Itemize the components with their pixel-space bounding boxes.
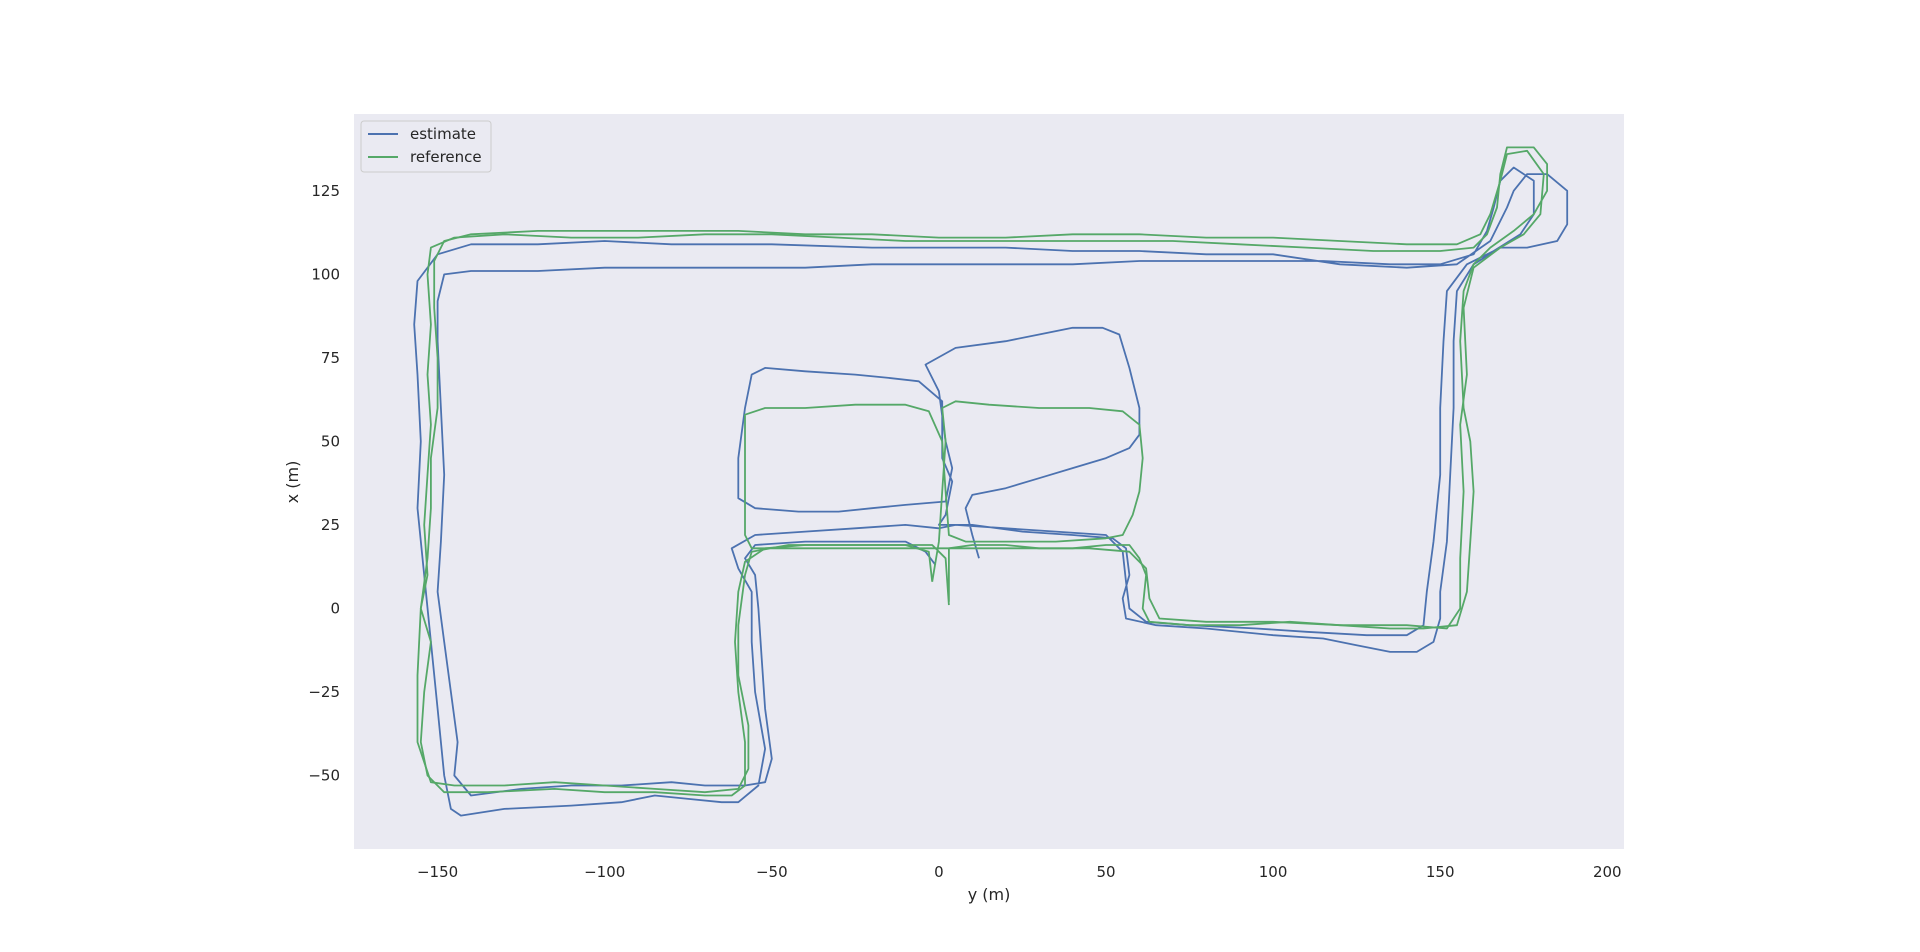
x-axis-label: y (m) (968, 885, 1011, 904)
trajectory-lines (413, 146, 1569, 817)
y-axis-label: x (m) (283, 461, 302, 504)
y-tick-label: −25 (308, 683, 340, 701)
series-estimate-0 (413, 166, 1569, 817)
legend-label-estimate: estimate (410, 125, 476, 143)
y-tick-label: 100 (311, 265, 340, 283)
legend: estimate reference (360, 120, 492, 173)
y-tick-label: −50 (308, 767, 340, 785)
x-tick-label: 100 (1259, 863, 1288, 881)
series-reference-1 (419, 146, 1548, 797)
series-reference-2 (416, 149, 1545, 794)
y-axis-ticks: −50 −25 0 25 50 75 100 125 (308, 182, 340, 785)
plot-background (354, 114, 1624, 849)
y-tick-label: 0 (330, 600, 340, 618)
y-tick-label: 75 (321, 349, 340, 367)
x-tick-label: −150 (417, 863, 458, 881)
x-tick-label: 50 (1096, 863, 1115, 881)
x-tick-label: −100 (584, 863, 625, 881)
x-tick-label: 150 (1426, 863, 1455, 881)
x-tick-label: 0 (934, 863, 944, 881)
x-axis-ticks: −150 −100 −50 0 50 100 150 200 (417, 863, 1622, 881)
y-tick-label: 25 (321, 516, 340, 534)
x-tick-label: 200 (1593, 863, 1622, 881)
y-tick-label: 50 (321, 432, 340, 450)
legend-label-reference: reference (410, 148, 482, 166)
x-tick-label: −50 (756, 863, 788, 881)
y-tick-label: 125 (311, 182, 340, 200)
